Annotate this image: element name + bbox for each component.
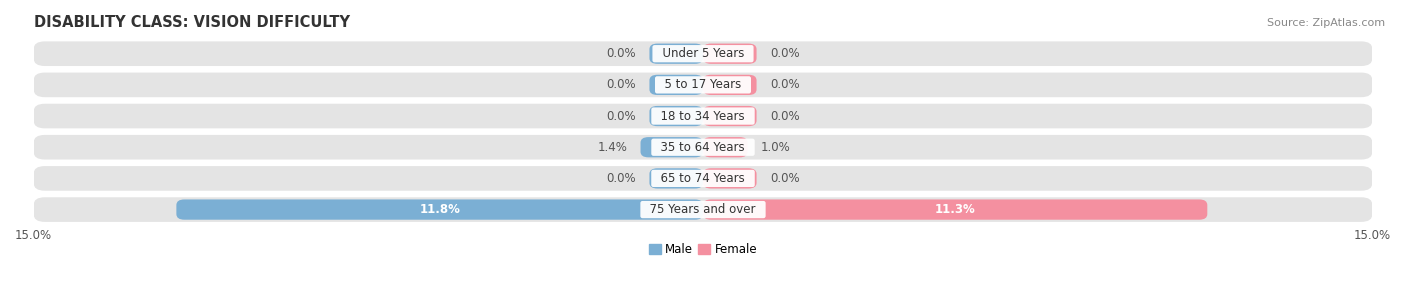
Text: 1.0%: 1.0% [761, 141, 790, 154]
FancyBboxPatch shape [34, 104, 1372, 128]
Text: 1.4%: 1.4% [598, 141, 627, 154]
Text: 0.0%: 0.0% [770, 78, 800, 92]
FancyBboxPatch shape [703, 43, 756, 64]
FancyBboxPatch shape [650, 168, 703, 188]
Text: 18 to 34 Years: 18 to 34 Years [654, 109, 752, 123]
FancyBboxPatch shape [703, 75, 756, 95]
FancyBboxPatch shape [650, 43, 703, 64]
FancyBboxPatch shape [34, 135, 1372, 160]
Text: 75 Years and over: 75 Years and over [643, 203, 763, 216]
FancyBboxPatch shape [34, 197, 1372, 222]
Text: 0.0%: 0.0% [606, 78, 636, 92]
Text: 0.0%: 0.0% [770, 47, 800, 60]
Text: 35 to 64 Years: 35 to 64 Years [654, 141, 752, 154]
Legend: Male, Female: Male, Female [644, 238, 762, 261]
FancyBboxPatch shape [650, 75, 703, 95]
Text: 0.0%: 0.0% [606, 47, 636, 60]
FancyBboxPatch shape [703, 137, 748, 157]
Text: 0.0%: 0.0% [770, 172, 800, 185]
FancyBboxPatch shape [176, 199, 703, 220]
FancyBboxPatch shape [703, 106, 756, 126]
FancyBboxPatch shape [641, 137, 703, 157]
Text: 65 to 74 Years: 65 to 74 Years [654, 172, 752, 185]
FancyBboxPatch shape [650, 106, 703, 126]
Text: DISABILITY CLASS: VISION DIFFICULTY: DISABILITY CLASS: VISION DIFFICULTY [34, 15, 350, 30]
FancyBboxPatch shape [703, 199, 1208, 220]
FancyBboxPatch shape [703, 168, 756, 188]
Text: 11.8%: 11.8% [419, 203, 460, 216]
FancyBboxPatch shape [34, 41, 1372, 66]
FancyBboxPatch shape [34, 166, 1372, 191]
Text: 0.0%: 0.0% [770, 109, 800, 123]
Text: 0.0%: 0.0% [606, 109, 636, 123]
Text: Under 5 Years: Under 5 Years [655, 47, 751, 60]
Text: 11.3%: 11.3% [935, 203, 976, 216]
FancyBboxPatch shape [34, 73, 1372, 97]
Text: 0.0%: 0.0% [606, 172, 636, 185]
Text: Source: ZipAtlas.com: Source: ZipAtlas.com [1267, 18, 1385, 28]
Text: 5 to 17 Years: 5 to 17 Years [657, 78, 749, 92]
